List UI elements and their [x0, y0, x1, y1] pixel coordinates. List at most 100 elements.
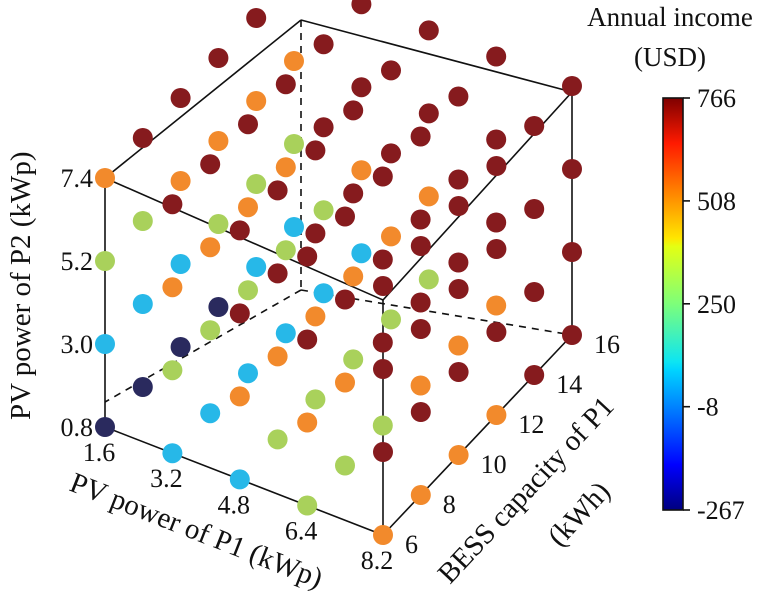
data-point: [238, 114, 258, 135]
y-axis-title-line-2: (kWh): [542, 476, 617, 553]
data-point: [343, 183, 364, 204]
data-point: [562, 325, 582, 345]
data-point: [267, 263, 288, 284]
y-tick-label: 10: [481, 450, 507, 479]
data-point: [486, 322, 507, 342]
data-point: [448, 445, 469, 465]
y-tick-label: 14: [556, 370, 582, 399]
data-point: [275, 74, 296, 95]
colorbar-title-line-1: Annual income: [587, 2, 753, 32]
data-point: [448, 279, 469, 299]
data-point: [200, 237, 221, 258]
data-point: [170, 254, 191, 274]
data-point: [410, 485, 431, 505]
colorbar-title-line-2: (USD): [634, 42, 706, 72]
y-tick-label: 6: [405, 530, 418, 559]
data-point: [246, 174, 267, 194]
data-point: [200, 154, 221, 175]
y-tick-label: 16: [594, 330, 620, 359]
data-point: [351, 243, 372, 264]
data-point: [305, 306, 326, 327]
data-point: [297, 412, 318, 433]
data-point: [305, 140, 326, 161]
data-point: [132, 294, 153, 314]
data-point: [208, 48, 229, 68]
x-tick-label: 6.4: [285, 517, 318, 546]
data-point: [351, 160, 372, 181]
data-point: [381, 309, 401, 330]
data-point: [313, 34, 334, 55]
data-point: [170, 88, 191, 108]
colorbar-tick-label: -8: [697, 393, 719, 422]
data-point: [410, 319, 431, 339]
data-point: [372, 332, 393, 353]
data-point: [373, 359, 393, 379]
data-point: [448, 86, 469, 107]
data-point: [305, 389, 326, 410]
data-point: [313, 117, 334, 138]
data-point: [381, 143, 401, 164]
x-tick-label: 3.2: [150, 464, 183, 493]
colorbar-tick-label: 766: [697, 84, 736, 113]
data-point: [418, 186, 439, 207]
data-point: [335, 372, 355, 393]
data-point: [372, 166, 393, 187]
data-point: [238, 363, 258, 384]
box-top-left-edge: [104, 19, 302, 179]
data-points: [95, 0, 582, 545]
data-point: [297, 329, 318, 350]
data-point: [246, 91, 267, 111]
data-point: [275, 323, 296, 344]
tick-labels: 0.8 3.0 5.2 7.4 1.6 3.2 4.8 6.4 8.2 68 10 12 14 16: [61, 164, 621, 575]
box-top-back-edge: [300, 19, 573, 93]
data-point: [284, 51, 304, 71]
colorbar-tick-label: 250: [697, 290, 736, 319]
data-point: [95, 417, 115, 437]
data-point: [305, 223, 326, 244]
data-point: [238, 280, 258, 301]
data-point: [284, 134, 304, 154]
data-point: [275, 240, 296, 261]
data-point: [267, 180, 288, 201]
data-point: [448, 169, 469, 190]
colorbar-tick-label: 508: [697, 187, 736, 216]
data-point: [486, 129, 507, 150]
data-point: [275, 157, 296, 178]
data-point: [448, 362, 469, 382]
data-point: [524, 116, 545, 136]
z-tick-label: 5.2: [61, 247, 94, 276]
data-point: [238, 197, 258, 218]
z-tick-label: 3.0: [61, 330, 94, 359]
data-point: [313, 283, 334, 304]
data-point: [562, 159, 582, 179]
data-point: [229, 303, 250, 324]
data-point: [162, 443, 183, 464]
data-point: [486, 405, 507, 425]
data-point: [351, 0, 372, 15]
data-point: [267, 346, 288, 367]
data-point: [486, 295, 507, 316]
data-point: [162, 194, 183, 215]
data-point: [297, 246, 318, 267]
data-point: [524, 199, 545, 219]
data-point: [313, 200, 334, 221]
data-point: [343, 100, 364, 121]
y-tick-label: 12: [518, 410, 544, 439]
data-point: [343, 349, 364, 370]
data-point: [246, 8, 267, 28]
colorbar-ticks: 766 508 250 -8 -267: [683, 84, 745, 525]
data-point: [418, 269, 439, 290]
data-point: [351, 77, 372, 98]
z-tick-label: 0.8: [61, 413, 94, 442]
data-point: [208, 131, 229, 151]
data-point: [132, 211, 153, 231]
data-point: [486, 212, 507, 233]
data-point: [372, 415, 393, 436]
data-point: [200, 403, 221, 424]
data-point: [95, 168, 115, 188]
data-point: [229, 220, 250, 241]
data-point: [132, 377, 153, 397]
data-point: [448, 252, 469, 273]
data-point: [562, 76, 582, 96]
data-point: [410, 126, 431, 147]
